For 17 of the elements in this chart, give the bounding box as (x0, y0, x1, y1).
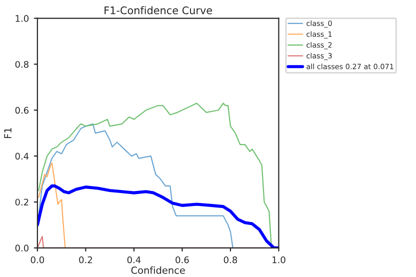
y-axis-title: F1 (4, 128, 12, 138)
x-tick-label: 0.4 (127, 256, 141, 264)
x-tick-label: 0.8 (224, 256, 238, 264)
y-tick-label: 0.0 (15, 244, 29, 252)
y-tick-label: 0.8 (15, 60, 28, 68)
chart-title: F1-Confidence Curve (104, 6, 212, 14)
y-tick-label: 1.0 (16, 15, 29, 22)
line-series (37, 123, 234, 248)
x-tick-label: 1.0 (272, 256, 286, 264)
y-tick-label: 0.4 (15, 152, 29, 160)
y-tick-label: 0.2 (15, 198, 28, 206)
line-series (38, 162, 66, 248)
y-tick-label: 0.6 (15, 106, 29, 114)
x-axis-title: Confidence (131, 266, 185, 274)
x-tick-label: 0.0 (30, 256, 44, 264)
x-tick-label: 0.2 (79, 256, 92, 264)
x-tick-label: 0.6 (176, 256, 189, 264)
